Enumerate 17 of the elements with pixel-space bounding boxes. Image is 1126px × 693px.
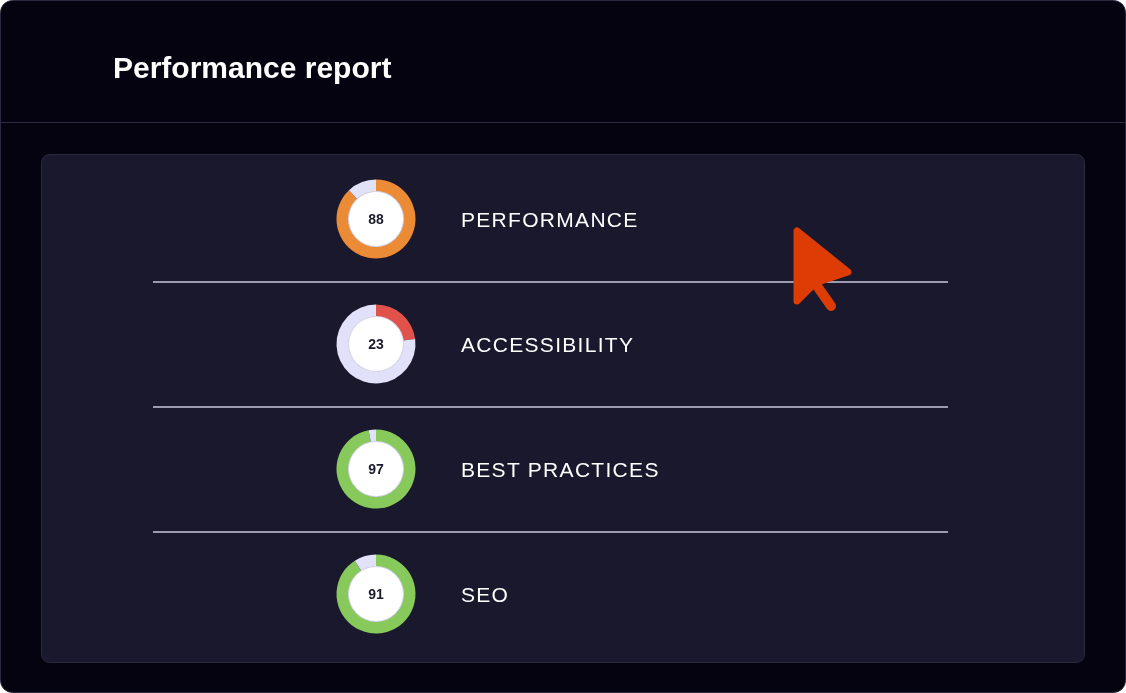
donut-slice [336,554,416,634]
data-label: 97 [368,461,384,477]
data-label: 88 [368,211,384,227]
text: SEO [461,583,510,606]
donut-slice [336,304,416,384]
data-label: 23 [368,336,384,352]
text: PERFORMANCE [461,208,639,231]
donut-slice [336,179,416,259]
data-label: 91 [368,586,384,602]
text: Performance report [113,51,392,84]
donut-slice [348,179,376,199]
donut-slice [368,429,376,442]
donut-slice [354,554,376,571]
text: BEST PRACTICES [461,458,660,481]
text: ACCESSIBILITY [461,333,635,356]
donut-slice [376,304,416,341]
donut-slice [336,429,416,509]
